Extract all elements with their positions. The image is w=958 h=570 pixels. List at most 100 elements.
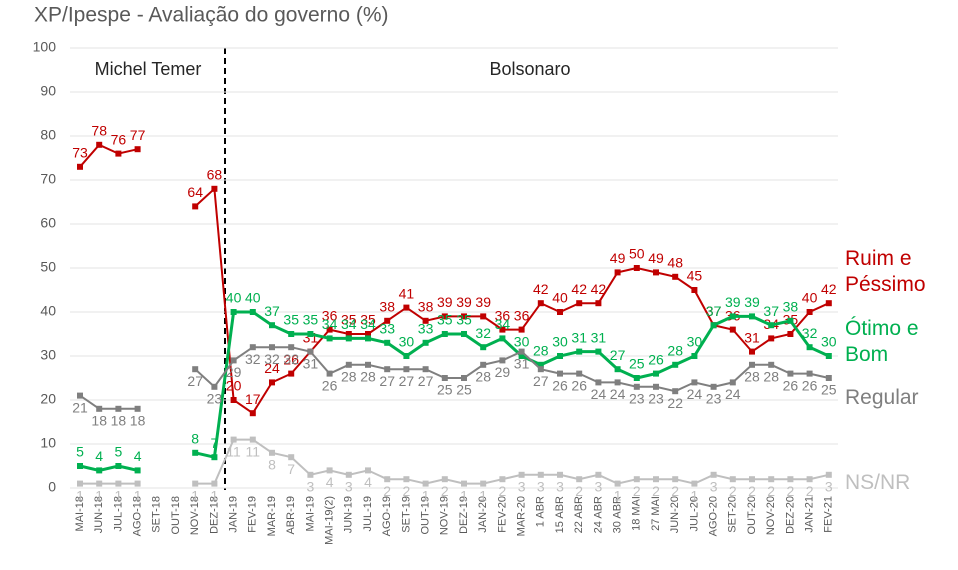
point-marker [384, 476, 391, 483]
x-tick-label: JUL-18 [112, 496, 124, 531]
point-marker [729, 476, 736, 483]
data-label: 39 [725, 294, 741, 310]
data-label: 35 [437, 312, 453, 328]
point-marker [365, 361, 371, 368]
data-label: 38 [379, 299, 395, 315]
data-label: 5 [76, 444, 84, 460]
data-label: 32 [264, 351, 280, 367]
point-marker [269, 322, 275, 329]
point-marker [499, 476, 506, 483]
point-marker [288, 454, 295, 461]
data-label: 1 [614, 487, 622, 503]
point-marker [749, 476, 755, 483]
point-marker [576, 348, 583, 355]
x-tick-label: ABR-19 [285, 496, 297, 535]
data-label: 1 [95, 487, 103, 503]
annotation: Bolsonaro [489, 59, 570, 79]
x-tick-label: MAI-19 [304, 496, 316, 531]
data-label: 1 [211, 487, 219, 503]
data-label: 1 [479, 487, 487, 503]
data-label: 32 [283, 351, 299, 367]
data-label: 26 [648, 351, 664, 367]
point-marker [749, 361, 755, 368]
point-marker [480, 480, 487, 487]
data-label: 78 [91, 123, 107, 139]
point-marker [345, 331, 352, 337]
data-label: 3 [537, 479, 545, 495]
x-tick-label: MAR-20 [516, 496, 528, 536]
data-label: 20 [226, 378, 242, 394]
x-tick-label: AGO-20 [708, 496, 720, 536]
data-label: 48 [667, 255, 683, 271]
data-label: 36 [495, 307, 511, 323]
point-marker [441, 375, 448, 381]
point-marker [288, 331, 295, 337]
point-marker [614, 269, 621, 276]
x-tick-label: FEV-19 [247, 496, 259, 533]
x-tick-label: AGO-19 [381, 496, 393, 536]
x-tick-label: MAR-19 [266, 496, 278, 536]
data-label: 2 [575, 483, 583, 499]
data-label: 25 [821, 382, 837, 398]
point-marker [729, 326, 736, 333]
point-marker [653, 383, 659, 390]
point-marker [365, 335, 371, 342]
point-marker [345, 471, 352, 478]
x-tick-label: 15 ABR [554, 496, 566, 533]
data-label: 73 [72, 145, 88, 161]
point-marker [403, 353, 410, 359]
point-marker [672, 273, 679, 280]
data-label: 28 [360, 369, 376, 385]
data-label: 17 [245, 391, 261, 407]
point-marker [710, 322, 717, 329]
data-label: 37 [763, 303, 779, 319]
data-label: 49 [610, 250, 626, 266]
point-marker [441, 476, 448, 483]
data-label: 4 [364, 474, 372, 490]
data-label: 2 [748, 483, 756, 499]
data-label: 42 [533, 281, 549, 297]
point-marker [633, 383, 640, 390]
x-tick-label: NOV-20 [765, 496, 777, 535]
y-tick-label: 40 [40, 303, 56, 319]
data-label: 1 [76, 487, 84, 503]
point-marker [307, 331, 314, 337]
data-label: 38 [783, 299, 799, 315]
point-marker [518, 471, 525, 478]
x-tick-label: SET-20 [727, 496, 739, 533]
point-marker [614, 379, 621, 386]
data-label: 24 [687, 386, 703, 402]
point-marker [384, 317, 391, 324]
point-marker [768, 361, 775, 368]
series-name: Ruim e Péssimo [845, 247, 926, 296]
point-marker [825, 471, 832, 478]
point-marker [307, 348, 314, 355]
data-label: 2 [767, 483, 775, 499]
point-marker [537, 366, 544, 373]
data-label: 28 [667, 343, 683, 359]
data-label: 30 [821, 334, 837, 350]
data-label: 25 [437, 382, 453, 398]
data-label: 2 [403, 483, 411, 499]
data-label: 77 [130, 127, 146, 143]
point-marker [422, 366, 429, 373]
point-marker [461, 375, 467, 381]
point-marker [134, 146, 141, 153]
data-label: 40 [552, 290, 568, 306]
data-label: 3 [518, 479, 526, 495]
y-tick-label: 10 [40, 435, 56, 451]
point-marker [806, 476, 813, 483]
point-marker [288, 344, 295, 351]
point-marker [614, 480, 621, 487]
point-marker [77, 480, 83, 487]
point-marker [115, 480, 122, 487]
point-marker [653, 476, 659, 483]
point-marker [422, 317, 429, 324]
data-label: 30 [514, 334, 530, 350]
y-tick-label: 30 [40, 347, 56, 363]
data-label: 3 [710, 479, 718, 495]
x-tick-label: FEV-20 [496, 496, 508, 533]
data-label: 18 [91, 413, 107, 429]
point-marker [211, 383, 218, 390]
